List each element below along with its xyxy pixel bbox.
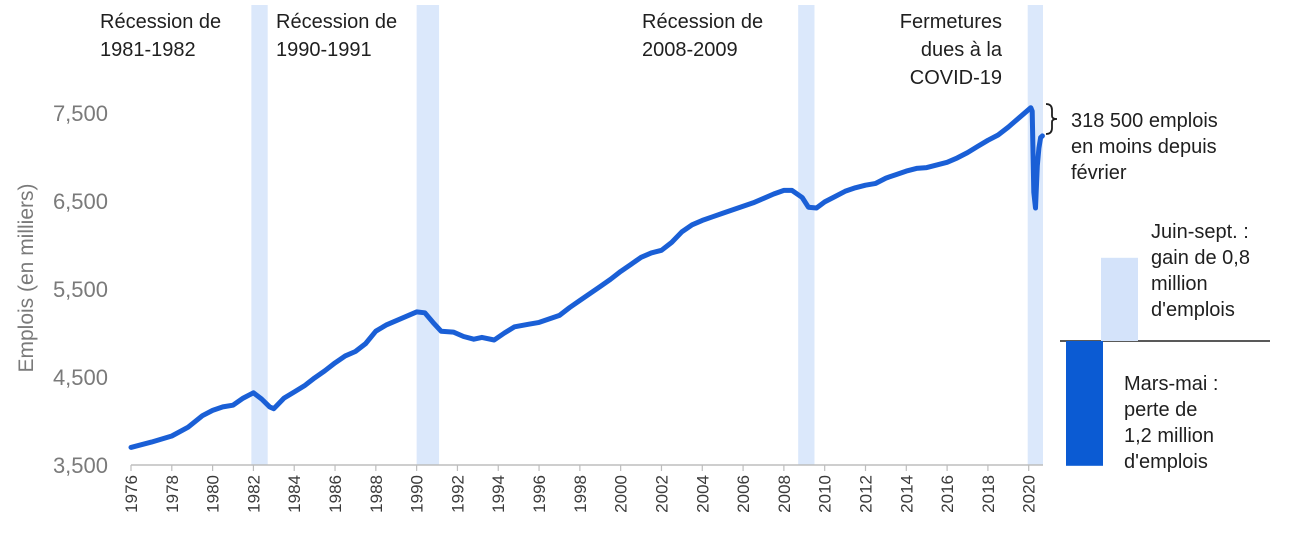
inset-bar-label: Juin-sept. :: [1151, 221, 1249, 243]
x-tick-label: 1978: [163, 475, 182, 513]
x-tick-label: 2004: [693, 475, 712, 513]
y-tick-label: 6,500: [53, 189, 108, 214]
recession-label: 1981-1982: [100, 39, 196, 61]
x-tick-label: 1988: [367, 475, 386, 513]
x-tick-label: 1984: [285, 475, 304, 513]
brace-annotation-text: février: [1071, 162, 1127, 184]
x-tick-label: 2010: [816, 475, 835, 513]
x-tick-label: 2002: [652, 475, 671, 513]
x-tick-label: 2014: [897, 475, 916, 513]
x-tick-label: 1990: [408, 475, 427, 513]
recession-label: 2008-2009: [642, 39, 738, 61]
y-axis: 3,500 4,500 5,500 6,500 7,500: [53, 101, 108, 478]
y-tick-label: 3,500: [53, 453, 108, 478]
employment-line: [128, 105, 1045, 450]
inset-bar-label: d'emplois: [1151, 299, 1235, 321]
brace-annotation-text: en moins depuis: [1071, 136, 1217, 158]
inset-bar-label: d'emplois: [1124, 451, 1208, 473]
series-line: [128, 105, 1045, 450]
inset-bar-label: Mars-mai :: [1124, 373, 1218, 395]
x-tick-label: 2018: [979, 475, 998, 513]
x-tick-label: 2006: [734, 475, 753, 513]
recession-label: Récession de: [276, 11, 397, 33]
y-tick-label: 7,500: [53, 101, 108, 126]
x-tick-label: 1994: [489, 475, 508, 513]
x-tick-label: 1980: [204, 475, 223, 513]
brace-annotation: 318 500 emplois en moins depuis février: [1045, 103, 1218, 184]
inset-bar-label: perte de: [1124, 399, 1197, 421]
inset-bar-label: gain de 0,8: [1151, 247, 1250, 269]
inset-bar-label: million: [1151, 273, 1208, 295]
recession-band: [1027, 5, 1043, 465]
x-tick-label: 2000: [612, 475, 631, 513]
recession-label: Fermetures: [900, 11, 1002, 33]
x-tick-label: 1998: [571, 475, 590, 513]
inset-bar: [1066, 341, 1103, 466]
x-tick-label: 1982: [244, 475, 263, 513]
brace-icon: [1045, 103, 1058, 135]
y-tick-label: 4,500: [53, 365, 108, 390]
x-tick-label: 1986: [326, 475, 345, 513]
x-tick-label: 2008: [775, 475, 794, 513]
recession-label: Récession de: [100, 11, 221, 33]
recession-label: 1990-1991: [276, 39, 372, 61]
recession-band: [251, 5, 268, 465]
inset-bar-chart: Juin-sept. : gain de 0,8 million d'emplois M…: [1060, 221, 1270, 473]
recession-label: Récession de: [642, 11, 763, 33]
x-tick-label: 1992: [448, 475, 467, 513]
recession-labels: Récession de 1981-1982 Récession de 1990-19…: [100, 11, 1003, 89]
x-axis: 1976 1978 1980 1982 1984 1986 1988 1990 1992 1994…: [122, 464, 1043, 513]
recession-band: [416, 5, 440, 465]
recession-label: COVID-19: [910, 67, 1002, 89]
x-tick-label: 2012: [856, 475, 875, 513]
y-axis-label: Emplois (en milliers): [15, 183, 38, 372]
y-tick-label: 5,500: [53, 277, 108, 302]
brace-annotation-text: 318 500 emplois: [1071, 110, 1218, 132]
inset-bar-label: 1,2 million: [1124, 425, 1214, 447]
recession-label: dues à la: [921, 39, 1003, 61]
x-tick-label: 2016: [938, 475, 957, 513]
inset-bar: [1101, 257, 1138, 341]
x-tick-label: 1976: [122, 475, 141, 513]
recession-band: [798, 5, 815, 465]
x-tick-label: 1996: [530, 475, 549, 513]
x-tick-label: 2020: [1020, 475, 1039, 513]
